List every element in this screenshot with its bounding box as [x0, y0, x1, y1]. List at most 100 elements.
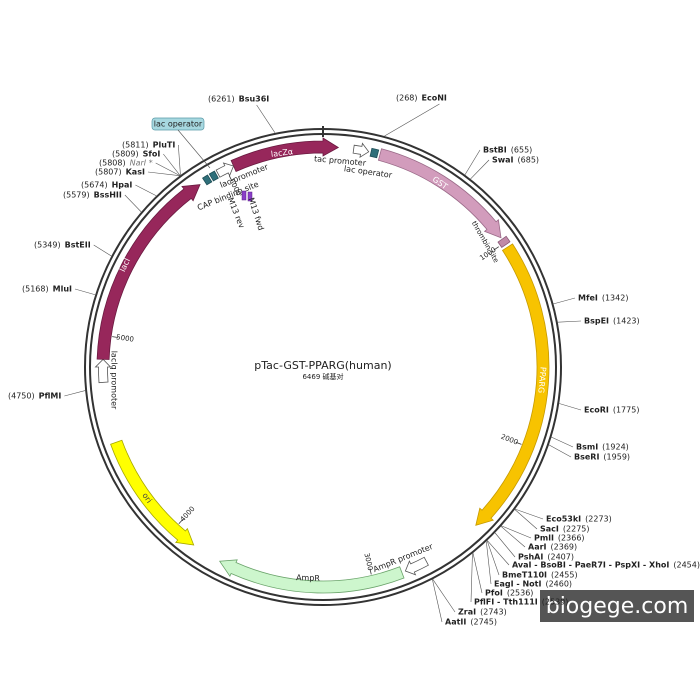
- leader: [177, 129, 211, 169]
- site-position: (2275): [563, 525, 590, 534]
- site-leader: [501, 525, 532, 539]
- site-name: KasI: [126, 168, 145, 177]
- site-position: (2273): [585, 515, 612, 524]
- site-position: (5579): [63, 191, 90, 200]
- site-leader: [548, 444, 572, 458]
- site-name: BsmI: [576, 443, 598, 452]
- scale-label: 3000: [362, 552, 374, 571]
- site-leader: [500, 526, 526, 548]
- site-leader: [486, 541, 492, 585]
- site-position: (1775): [613, 406, 640, 415]
- scale-label: 4000: [179, 505, 197, 524]
- site-name: PshAI: [518, 553, 543, 562]
- site-name: SwaI: [492, 156, 514, 165]
- feature: [497, 235, 511, 248]
- site-name: BseRI: [574, 453, 599, 462]
- site-name: PflFI - Tth111I: [474, 598, 538, 607]
- site-position: (2366): [558, 534, 585, 543]
- site-position: (1959): [603, 453, 630, 462]
- feature-label: AmpR promoter: [372, 542, 435, 574]
- site-leader: [515, 508, 544, 520]
- site-position: (1924): [602, 443, 629, 452]
- site-position: (5349): [34, 241, 61, 250]
- site-name: AatII: [445, 618, 466, 627]
- site-leader: [486, 540, 500, 576]
- site-name: EagI - NotI: [494, 580, 541, 589]
- site-leader: [256, 104, 276, 134]
- site-name: PfoI: [485, 589, 503, 598]
- site-leader: [472, 553, 483, 594]
- site-position: (2536): [507, 589, 534, 598]
- feature: [215, 162, 235, 178]
- site-name: Bsu36I: [239, 95, 270, 104]
- site-leader: [147, 171, 180, 177]
- site-leader: [553, 297, 576, 305]
- site-position: (268): [396, 94, 418, 103]
- feature-label: AmpR: [296, 573, 321, 583]
- site-name: BspEI: [584, 317, 609, 326]
- feature-label: lac operator: [343, 164, 393, 180]
- site-leader: [124, 194, 142, 213]
- site-position: (2369): [551, 543, 578, 552]
- site-position: (2745): [470, 618, 497, 627]
- feature-label: M13 fwd: [246, 196, 265, 231]
- feature: [202, 174, 213, 186]
- plasmid-title: pTac-GST-PPARG(human): [254, 359, 391, 372]
- site-position: (1342): [602, 294, 629, 303]
- site-position: (5809): [112, 150, 139, 159]
- feature: [475, 243, 550, 526]
- site-name: ZraI: [458, 608, 476, 617]
- site-leader: [557, 320, 582, 323]
- site-position: (2743): [480, 608, 507, 617]
- site-leader: [155, 162, 181, 176]
- site-leader: [384, 103, 440, 137]
- primer: [241, 190, 247, 201]
- site-name: BstEII: [65, 241, 91, 250]
- scale-tick: [515, 441, 522, 445]
- site-name: MfeI: [578, 294, 598, 303]
- feature: [218, 559, 405, 594]
- site-name: HpaI: [112, 181, 133, 190]
- site-position: (2539): [542, 598, 569, 607]
- feature: [377, 148, 502, 239]
- site-position: (1423): [613, 317, 640, 326]
- feature: [404, 556, 429, 576]
- site-leader: [432, 579, 443, 623]
- site-position: (5808): [99, 159, 126, 168]
- site-position: (2454): [673, 561, 700, 570]
- site-leader: [178, 144, 181, 176]
- scale-tick: [369, 568, 372, 575]
- site-name: SacI: [540, 525, 559, 534]
- feature: [94, 358, 112, 384]
- site-leader: [464, 149, 481, 175]
- site-leader: [163, 153, 181, 176]
- site-position: (685): [518, 156, 540, 165]
- site-leader: [494, 532, 516, 558]
- site-name: NarI *: [130, 159, 153, 168]
- scale-tick: [228, 175, 233, 182]
- watermark: biogege.com: [546, 594, 689, 619]
- site-leader: [559, 403, 582, 411]
- site-leader: [551, 436, 574, 448]
- site-position: (5807): [95, 168, 122, 177]
- site-name: SfoI: [143, 150, 161, 159]
- site-position: (5811): [122, 141, 149, 150]
- site-position: (4750): [8, 392, 35, 401]
- feature-label: M13 rev: [226, 196, 247, 230]
- site-leader: [487, 540, 510, 566]
- feature-label: lacIq promoter: [110, 351, 119, 410]
- site-position: (5168): [22, 285, 49, 294]
- site-name: MluI: [53, 285, 72, 294]
- feature: [208, 170, 219, 182]
- feature: [110, 439, 195, 546]
- feature: [369, 147, 380, 159]
- site-leader: [64, 390, 86, 397]
- site-position: (2455): [551, 571, 578, 580]
- site-name: AarI: [528, 543, 547, 552]
- feature-label: lacZα: [270, 147, 293, 159]
- feature-label: lac operator: [154, 120, 203, 129]
- site-position: (5674): [81, 181, 108, 190]
- scale-tick: [112, 336, 119, 338]
- site-name: PmlI: [534, 534, 554, 543]
